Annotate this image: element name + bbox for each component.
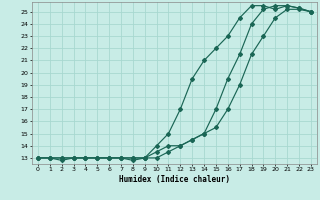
X-axis label: Humidex (Indice chaleur): Humidex (Indice chaleur) (119, 175, 230, 184)
